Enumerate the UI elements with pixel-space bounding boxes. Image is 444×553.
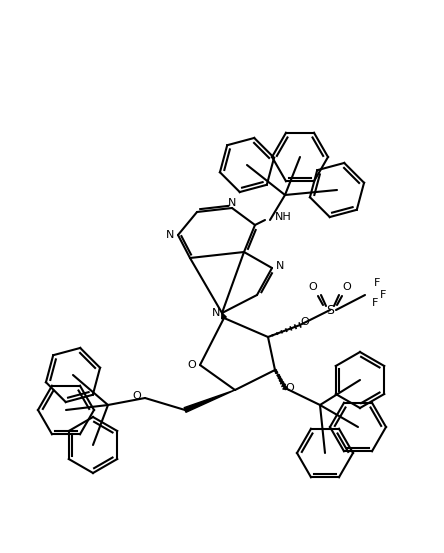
Text: N: N (228, 198, 236, 208)
Text: O: O (309, 282, 317, 292)
Text: O: O (188, 360, 196, 370)
Polygon shape (184, 390, 235, 413)
Text: N: N (166, 230, 174, 240)
Polygon shape (222, 313, 226, 319)
Text: S: S (326, 304, 334, 316)
Text: N: N (276, 261, 284, 271)
Text: NH: NH (275, 212, 292, 222)
Text: O: O (285, 383, 294, 393)
Text: O: O (301, 317, 309, 327)
Text: O: O (133, 391, 141, 401)
Text: F: F (372, 298, 378, 308)
Text: N: N (212, 308, 220, 318)
Text: O: O (343, 282, 351, 292)
Text: F: F (380, 290, 386, 300)
Text: F: F (374, 278, 380, 288)
